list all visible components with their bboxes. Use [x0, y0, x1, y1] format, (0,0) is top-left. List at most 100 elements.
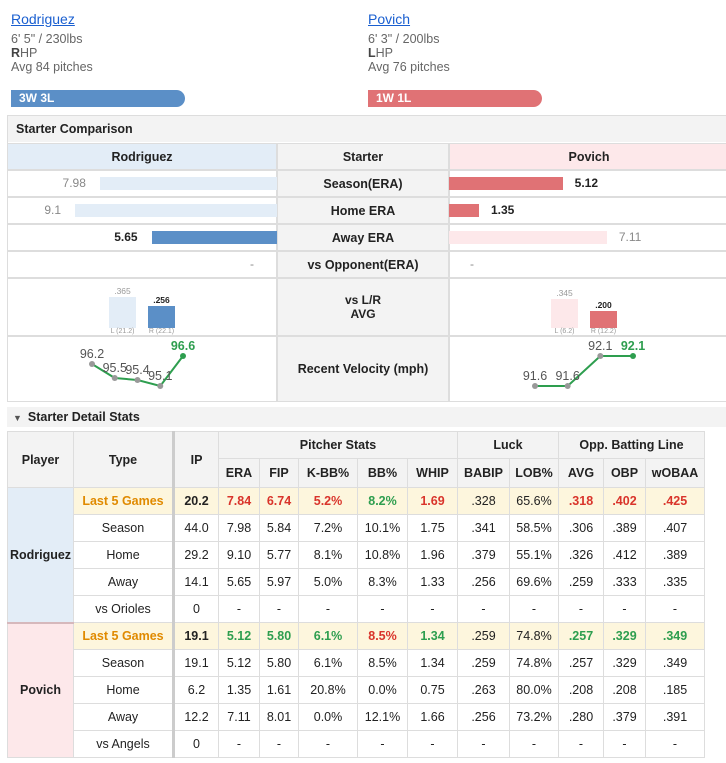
- stat-cell: .208: [603, 676, 646, 704]
- stat-cell: -: [407, 730, 458, 758]
- stat-cell: .280: [558, 703, 604, 731]
- stat-cell: 9.10: [218, 541, 260, 569]
- pitcher-hand: LHP: [368, 46, 393, 60]
- stat-cell: .257: [558, 649, 604, 677]
- stat-cell: -: [218, 595, 260, 623]
- stat-cell: -: [259, 730, 299, 758]
- stat-cell: 20.8%: [298, 676, 358, 704]
- stat-cell: 19.1: [172, 622, 219, 650]
- stat-cell: 5.77: [259, 541, 299, 569]
- stat-cell: 69.6%: [509, 568, 559, 596]
- stat-cell: 6.1%: [298, 649, 358, 677]
- row-cell: [449, 251, 726, 278]
- avg-bar: [109, 296, 136, 328]
- row-label: Away ERA: [277, 224, 449, 251]
- stat-cell: 55.1%: [509, 541, 559, 569]
- hand-suffix: HP: [375, 46, 394, 60]
- data-row: vs Angels 0- - - - - - - - - -: [8, 730, 706, 758]
- stat-cell: 8.2%: [357, 487, 408, 515]
- column-header: Povich: [449, 143, 726, 170]
- era-value: 9.1: [44, 203, 61, 217]
- stat-cell: -: [298, 730, 358, 758]
- data-row: Away 12.2 7.11 8.01 0.0% 12.1% 1.66.256 73.2% .2…: [8, 703, 706, 731]
- section-header[interactable]: ▼ Starter Detail Stats: [7, 407, 726, 427]
- stat-cell: 10.8%: [357, 541, 408, 569]
- stat-cell: 6.2: [172, 676, 219, 704]
- stat-cell: 1.61: [259, 676, 299, 704]
- avg-value: .200: [595, 300, 612, 310]
- stat-cell: 1.35: [218, 676, 260, 704]
- stat-cell: -: [644, 595, 706, 623]
- stat-cell: .259: [558, 568, 604, 596]
- stat-cell: -: [509, 595, 559, 623]
- player-cell: Povich: [7, 621, 74, 758]
- stat-cell: -: [603, 730, 646, 758]
- velocity-label: 91.6: [523, 369, 547, 383]
- stat-cell: .306: [558, 514, 604, 542]
- row-cell: [7, 336, 277, 402]
- era-bar: [449, 204, 479, 217]
- row-label: Season(ERA): [277, 170, 449, 197]
- stat-cell: 1.34: [407, 649, 458, 677]
- pitcher-build: 6' 3" / 200lbs: [368, 32, 440, 46]
- stat-cell: -: [603, 595, 646, 623]
- row-label-line: AVG: [350, 307, 376, 321]
- row-cell: [7, 278, 277, 336]
- stat-cell: .329: [603, 649, 646, 677]
- pitcher-name[interactable]: Rodriguez: [11, 11, 75, 27]
- stat-cell: .412: [603, 541, 646, 569]
- velocity-point: [180, 353, 186, 359]
- row-label: Home ERA: [277, 197, 449, 224]
- stat-cell: 8.5%: [357, 649, 408, 677]
- avg-bar: [551, 298, 578, 328]
- stat-cell: 5.65: [218, 568, 260, 596]
- stat-cell: -: [457, 595, 510, 623]
- type-cell: Away: [73, 568, 174, 596]
- era-bar: [99, 177, 277, 190]
- pitcher-name[interactable]: Povich: [368, 11, 411, 27]
- column-header: BABIP: [457, 458, 510, 488]
- avg-value: .365: [114, 285, 131, 296]
- record-pill: 3W 3L: [11, 90, 185, 107]
- era-value: 7.11: [618, 230, 642, 244]
- data-row: vs Orioles 0- - - - - - - - - -: [8, 595, 706, 623]
- stat-cell: 1.33: [407, 568, 458, 596]
- stat-cell: .326: [558, 541, 604, 569]
- column-header: LOB%: [509, 458, 559, 488]
- velocity-label: 92.1: [588, 339, 612, 353]
- stat-cell: 0: [172, 595, 219, 623]
- stat-cell: .208: [558, 676, 604, 704]
- type-cell: Season: [73, 514, 174, 542]
- era-value: -: [250, 257, 254, 271]
- column-header: wOBAA: [644, 458, 706, 488]
- stat-cell: 5.84: [259, 514, 299, 542]
- pitcher-pitches: Avg 84 pitches: [11, 60, 93, 74]
- type-cell: Home: [73, 541, 174, 569]
- stat-cell: 29.2: [172, 541, 219, 569]
- hand-letter: R: [11, 46, 21, 60]
- row-cell: [277, 278, 449, 336]
- panel-title: Starter Comparison: [8, 116, 726, 142]
- stat-cell: 1.75: [407, 514, 458, 542]
- stat-cell: .318: [558, 487, 604, 515]
- player-cell: Rodriguez: [7, 487, 74, 623]
- velocity-point: [630, 353, 636, 359]
- velocity-label: 96.2: [80, 347, 104, 361]
- stat-cell: 7.98: [218, 514, 260, 542]
- velocity-label: 95.5: [103, 361, 127, 375]
- stat-cell: -: [298, 595, 358, 623]
- stat-cell: 5.2%: [298, 487, 358, 515]
- column-header: Player: [7, 431, 74, 488]
- stat-cell: 0: [172, 730, 219, 758]
- stat-cell: 10.1%: [357, 514, 408, 542]
- section-title: Starter Detail Stats: [27, 410, 140, 424]
- stat-cell: 58.5%: [509, 514, 559, 542]
- era-value: 5.65: [114, 230, 138, 244]
- row-label: vs Opponent(ERA): [277, 251, 449, 278]
- velocity-chart: 96.295.595.495.1 96.6: [80, 339, 195, 389]
- data-row: Home 29.2 9.10 5.77 8.1% 10.8% 1.96.379 55.1% .3…: [8, 541, 706, 569]
- avg-split: L (6.2): [554, 328, 575, 335]
- type-cell: Season: [73, 649, 174, 677]
- stat-cell: 12.2: [172, 703, 219, 731]
- era-bar: [75, 204, 277, 217]
